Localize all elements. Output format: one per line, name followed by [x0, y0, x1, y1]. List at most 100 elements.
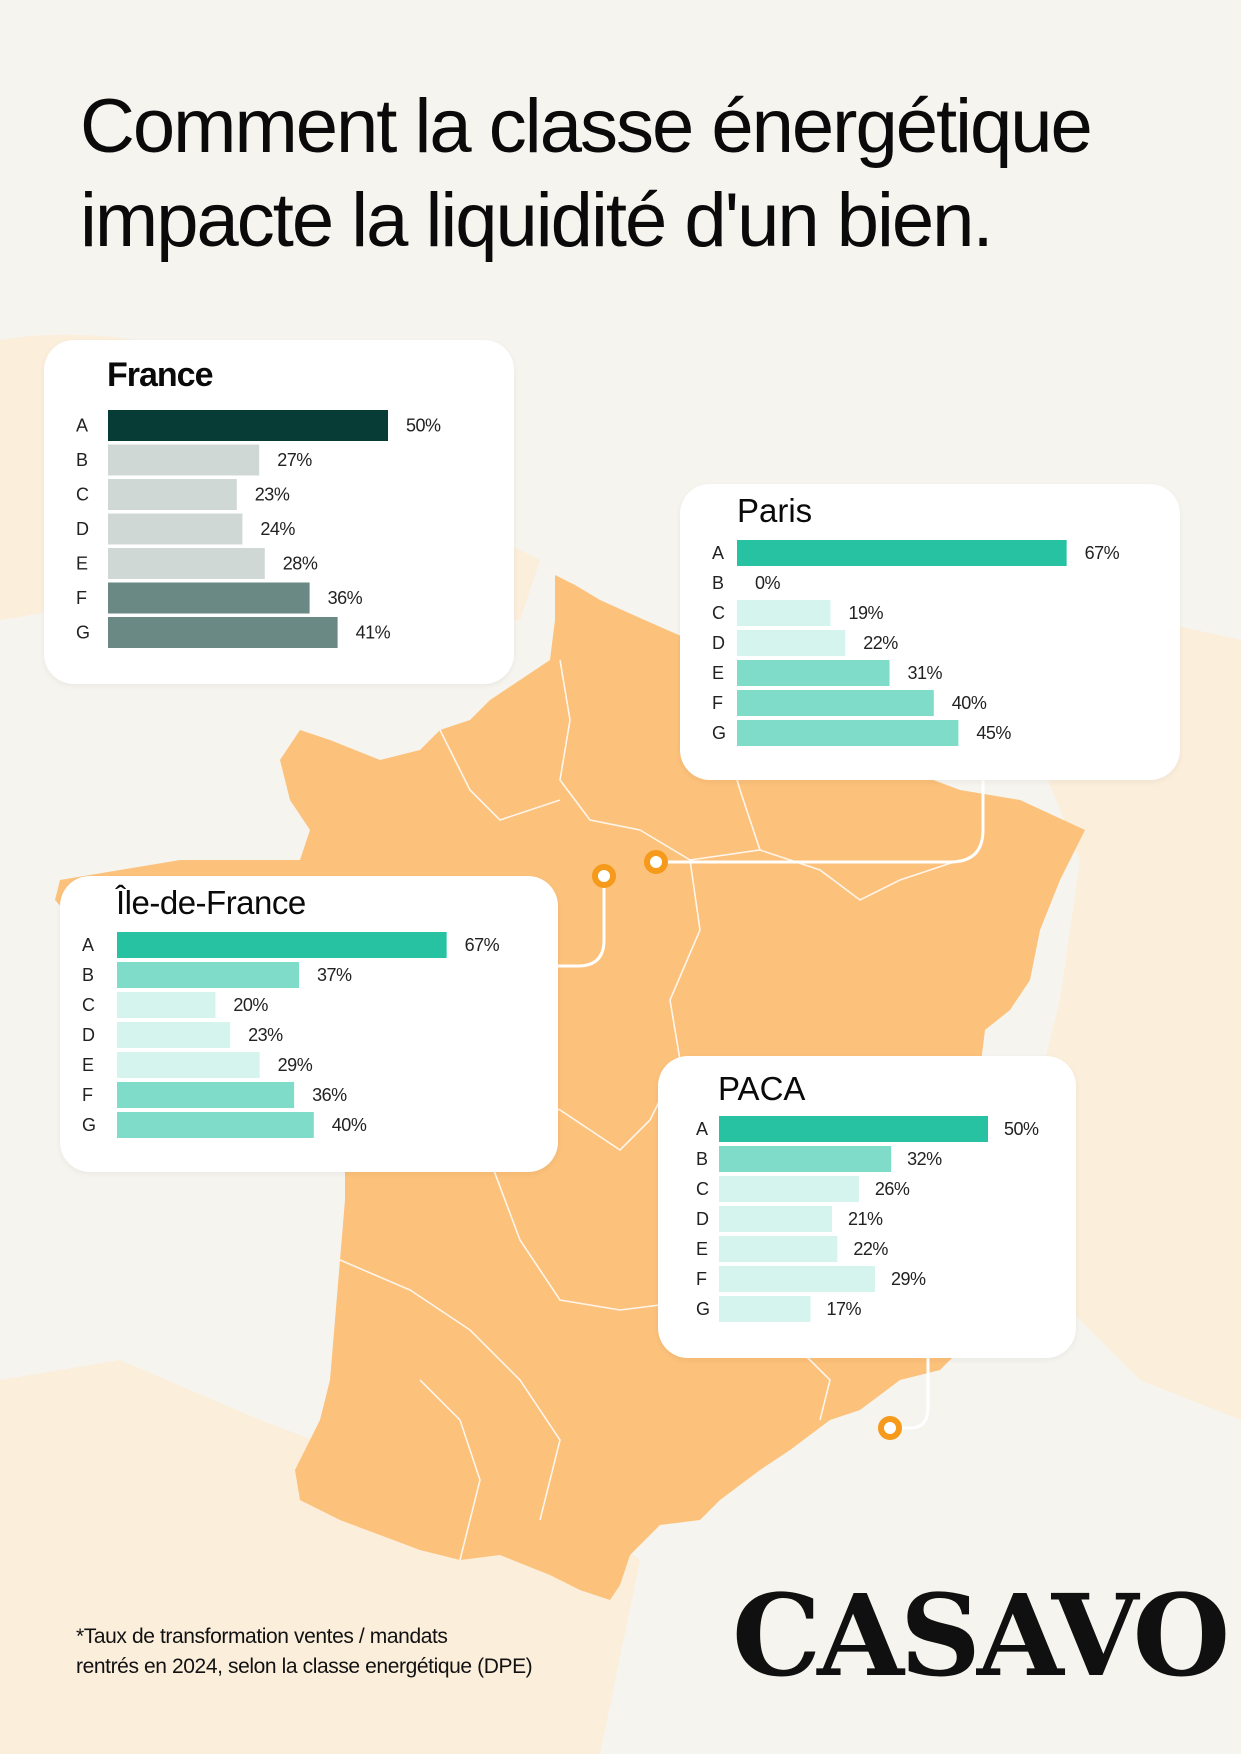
france-category-d: D: [76, 519, 89, 539]
paris-value-a: 67%: [1085, 543, 1120, 563]
paris-bar-e: [737, 660, 890, 686]
ile-de-france-value-g: 40%: [332, 1115, 367, 1135]
ile-de-france-bar-c: [117, 992, 216, 1018]
marker-ile-de-france: [592, 864, 616, 888]
paca-value-b: 32%: [907, 1149, 942, 1169]
paca-value-a: 50%: [1004, 1119, 1039, 1139]
chart-title-france: France: [107, 356, 213, 394]
card-paris: Paris A 67% B 0% C 19% D 22% E 31% F 40% G 45%: [680, 484, 1180, 780]
paris-bar-a: [737, 540, 1067, 566]
france-category-c: C: [76, 485, 89, 505]
france-bar-f: [108, 582, 310, 614]
paca-category-e: E: [696, 1239, 708, 1259]
france-value-e: 28%: [283, 554, 318, 574]
ile-de-france-bar-b: [117, 962, 300, 988]
france-value-g: 41%: [356, 623, 391, 643]
france-value-b: 27%: [277, 450, 312, 470]
ile-de-france-value-c: 20%: [233, 995, 268, 1015]
paris-value-b: 0%: [755, 573, 781, 593]
paris-category-c: C: [712, 603, 725, 623]
ile-de-france-bar-f: [117, 1082, 295, 1108]
footnote-line-2: rentrés en 2024, selon la classe energét…: [76, 1655, 533, 1678]
france-category-a: A: [76, 416, 88, 436]
chart-title-paca: PACA: [718, 1070, 806, 1107]
france-value-f: 36%: [328, 588, 363, 608]
ile-de-france-category-g: G: [82, 1115, 96, 1135]
paca-category-f: F: [696, 1269, 707, 1289]
chart-title-paris: Paris: [737, 492, 813, 529]
paris-bar-f: [737, 690, 934, 716]
title-line-1: Comment la classe énergétique: [80, 84, 1093, 169]
chart-ile-de-france: A 67% B 37% C 20% D 23% E 29% F 36% G 40%: [82, 932, 500, 1138]
paris-category-b: B: [712, 573, 724, 593]
ile-de-france-bar-a: [117, 932, 447, 958]
ile-de-france-category-c: C: [82, 995, 95, 1015]
chart-france: A 50% B 27% C 23% D 24% E 28% F 36% G 41%: [76, 410, 442, 648]
ile-de-france-bar-e: [117, 1052, 260, 1078]
paris-category-g: G: [712, 723, 726, 743]
ile-de-france-value-d: 23%: [248, 1025, 283, 1045]
card-france: France A 50% B 27% C 23% D 24% E 28% F 36% G 41%: [44, 340, 514, 684]
paris-category-a: A: [712, 543, 724, 563]
paris-value-e: 31%: [908, 663, 943, 683]
marker-paca: [878, 1416, 902, 1440]
paca-category-a: A: [696, 1119, 708, 1139]
ile-de-france-category-d: D: [82, 1025, 95, 1045]
france-bar-d: [108, 513, 243, 545]
chart-paris: A 67% B 0% C 19% D 22% E 31% F 40% G 45%: [712, 540, 1120, 746]
france-bar-a: [108, 410, 388, 441]
ile-de-france-bar-d: [117, 1022, 231, 1048]
france-value-d: 24%: [260, 519, 295, 539]
paca-bar-c: [719, 1176, 859, 1202]
paca-category-d: D: [696, 1209, 709, 1229]
paris-category-f: F: [712, 693, 723, 713]
paca-category-b: B: [696, 1149, 708, 1169]
paca-bar-g: [719, 1296, 811, 1322]
ile-de-france-value-a: 67%: [465, 935, 500, 955]
paca-value-d: 21%: [848, 1209, 883, 1229]
card-ile-de-france: Île-de-France A 67% B 37% C 20% D 23% E 29% F 36% G 4…: [60, 876, 558, 1172]
paca-bar-f: [719, 1266, 876, 1292]
paca-value-c: 26%: [875, 1179, 910, 1199]
connector-lines: [552, 770, 985, 1430]
paca-category-g: G: [696, 1299, 710, 1319]
page-title: Comment la classe énergétique impacte la…: [80, 80, 1200, 268]
ile-de-france-category-b: B: [82, 965, 94, 985]
paris-value-c: 19%: [848, 603, 883, 623]
paris-bar-d: [737, 630, 846, 656]
marker-paris: [644, 850, 668, 874]
paris-value-g: 45%: [976, 723, 1011, 743]
paca-value-f: 29%: [891, 1269, 926, 1289]
france-bar-c: [108, 479, 237, 510]
footnote-line-1: *Taux de transformation ventes / mandats: [76, 1625, 448, 1648]
paca-value-g: 17%: [826, 1299, 861, 1319]
ile-de-france-bar-g: [117, 1112, 314, 1138]
france-category-b: B: [76, 450, 88, 470]
neighbour-land-south: [0, 1360, 640, 1754]
paca-bar-e: [719, 1236, 838, 1262]
ile-de-france-category-a: A: [82, 935, 94, 955]
france-category-e: E: [76, 554, 88, 574]
paca-bar-a: [719, 1116, 988, 1142]
ile-de-france-value-b: 37%: [317, 965, 352, 985]
france-category-g: G: [76, 623, 90, 643]
paris-bar-c: [737, 600, 831, 626]
title-line-2: impacte la liquidité d'un bien.: [80, 178, 994, 263]
chart-title-ile-de-france: Île-de-France: [116, 884, 306, 921]
paris-category-d: D: [712, 633, 725, 653]
france-bar-b: [108, 444, 260, 476]
paris-category-e: E: [712, 663, 724, 683]
ile-de-france-category-f: F: [82, 1085, 93, 1105]
footnote: *Taux de transformation ventes / mandats…: [76, 1622, 636, 1682]
france-value-c: 23%: [255, 485, 290, 505]
paca-category-c: C: [696, 1179, 709, 1199]
ile-de-france-category-e: E: [82, 1055, 94, 1075]
ile-de-france-value-e: 29%: [278, 1055, 313, 1075]
ile-de-france-value-f: 36%: [312, 1085, 347, 1105]
paca-bar-b: [719, 1146, 892, 1172]
map-markers: [592, 850, 902, 1440]
paris-bar-g: [737, 720, 959, 746]
france-category-f: F: [76, 588, 87, 608]
france-bar-g: [108, 617, 338, 648]
paca-value-e: 22%: [853, 1239, 888, 1259]
